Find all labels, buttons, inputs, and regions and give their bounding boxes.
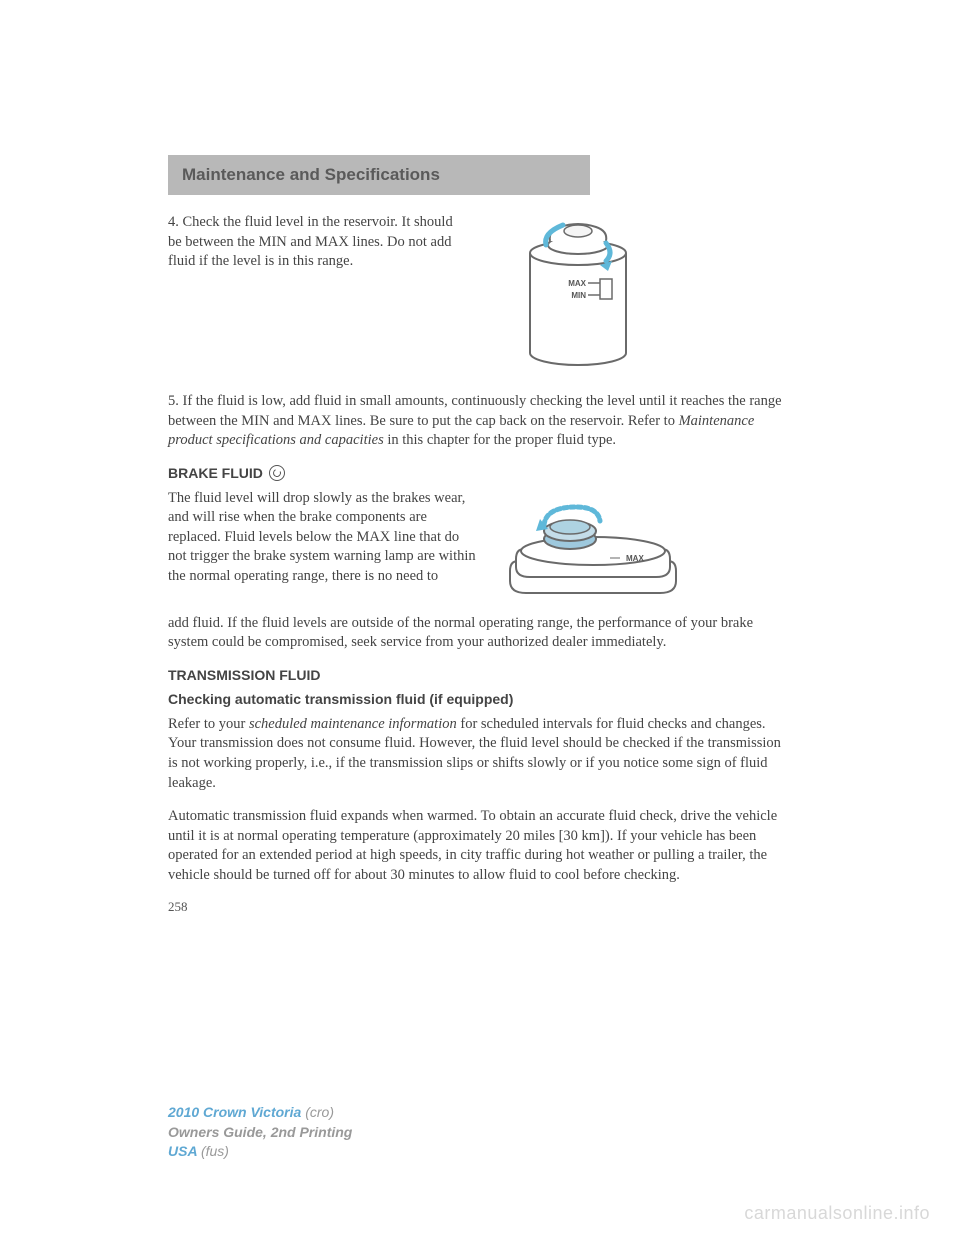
power-steering-reservoir-image: MAX MIN: [488, 213, 668, 378]
footer-region: USA: [168, 1143, 197, 1159]
footer-model-code: (cro): [305, 1104, 334, 1120]
transmission-heading: TRANSMISSION FLUID: [168, 667, 793, 683]
page-number: 258: [168, 899, 793, 915]
watermark: carmanualsonline.info: [744, 1203, 930, 1224]
transmission-p1: Refer to your scheduled maintenance info…: [168, 715, 793, 793]
brake-reservoir-image: MAX: [498, 489, 688, 614]
brake-max-label: MAX: [626, 554, 644, 563]
brake-fluid-row: The fluid level will drop slowly as the …: [168, 489, 793, 614]
footer-model-line: 2010 Crown Victoria (cro): [168, 1103, 352, 1123]
recycle-icon: [269, 465, 285, 481]
step-4-row: 4. Check the fluid level in the reservoi…: [168, 213, 793, 378]
brake-heading-text: BRAKE FLUID: [168, 465, 263, 481]
step-5-text: 5. If the fluid is low, add fluid in sma…: [168, 392, 793, 451]
trans-p1-italic: scheduled maintenance information: [249, 716, 457, 732]
footer-region-line: USA (fus): [168, 1142, 352, 1162]
reservoir-max-label: MAX: [568, 279, 586, 288]
section-header-bar: Maintenance and Specifications: [168, 155, 590, 195]
brake-fluid-text-wrap: The fluid level will drop slowly as the …: [168, 489, 478, 614]
page-content: Maintenance and Specifications 4. Check …: [168, 155, 793, 915]
footer: 2010 Crown Victoria (cro) Owners Guide, …: [168, 1103, 352, 1162]
brake-text-continue: add fluid. If the fluid levels are outsi…: [168, 614, 793, 653]
step-4-text: 4. Check the fluid level in the reservoi…: [168, 213, 468, 378]
footer-region-code: (fus): [201, 1143, 229, 1159]
step5-suffix: in this chapter for the proper fluid typ…: [384, 432, 616, 448]
brake-text-left: The fluid level will drop slowly as the …: [168, 490, 476, 584]
footer-guide: Owners Guide, 2nd Printing: [168, 1123, 352, 1143]
footer-model: 2010 Crown Victoria: [168, 1104, 301, 1120]
reservoir-min-label: MIN: [571, 291, 586, 300]
transmission-p2: Automatic transmission fluid expands whe…: [168, 807, 793, 885]
trans-p1-prefix: Refer to your: [168, 716, 249, 732]
section-header-title: Maintenance and Specifications: [182, 165, 440, 184]
brake-fluid-heading: BRAKE FLUID: [168, 465, 793, 481]
transmission-subheading: Checking automatic transmission fluid (i…: [168, 691, 793, 707]
